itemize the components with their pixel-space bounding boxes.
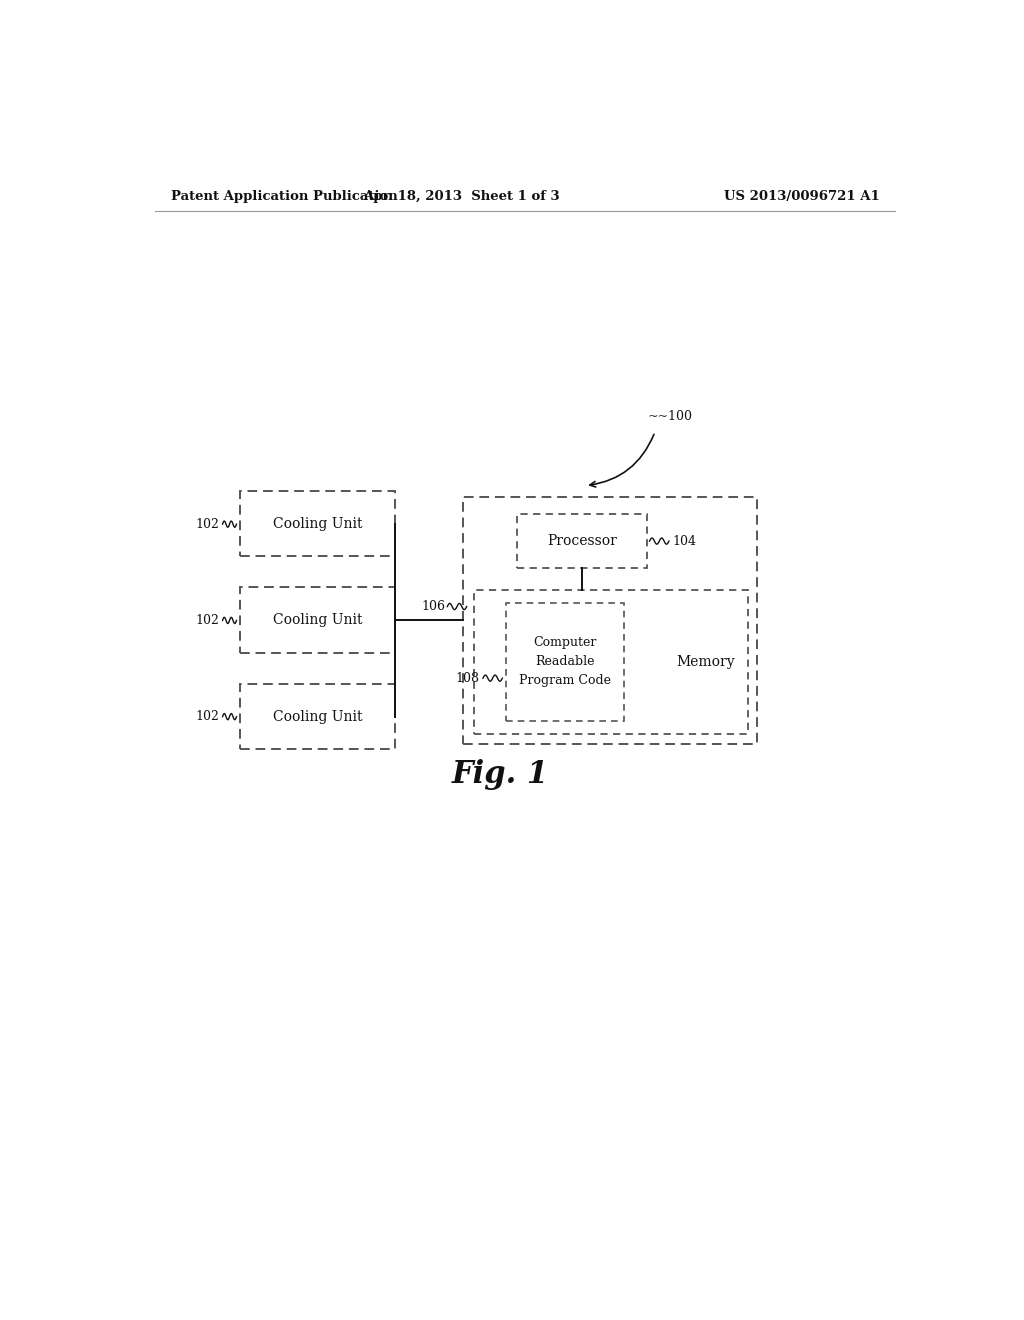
Text: 106: 106 (421, 601, 445, 612)
Bar (241, 587, 395, 653)
Text: 102: 102 (196, 710, 219, 723)
Text: Patent Application Publication: Patent Application Publication (171, 190, 397, 203)
Text: ~~100: ~~100 (647, 409, 692, 422)
Text: Memory: Memory (676, 655, 734, 669)
Text: Fig. 1: Fig. 1 (452, 759, 549, 789)
Text: Processor: Processor (547, 535, 617, 548)
Text: 104: 104 (672, 535, 696, 548)
Text: Cooling Unit: Cooling Unit (273, 614, 362, 627)
Bar (241, 491, 395, 557)
Bar (241, 684, 395, 748)
Text: Cooling Unit: Cooling Unit (273, 517, 362, 531)
Bar (517, 515, 647, 568)
Text: Cooling Unit: Cooling Unit (273, 710, 362, 723)
Text: US 2013/0096721 A1: US 2013/0096721 A1 (724, 190, 880, 203)
Text: Computer
Readable
Program Code: Computer Readable Program Code (519, 636, 611, 688)
Text: 102: 102 (196, 517, 219, 531)
Bar (474, 590, 748, 734)
Text: 108: 108 (456, 672, 480, 685)
Bar (463, 498, 758, 743)
Bar (506, 603, 624, 721)
Text: Apr. 18, 2013  Sheet 1 of 3: Apr. 18, 2013 Sheet 1 of 3 (362, 190, 559, 203)
Text: 102: 102 (196, 614, 219, 627)
